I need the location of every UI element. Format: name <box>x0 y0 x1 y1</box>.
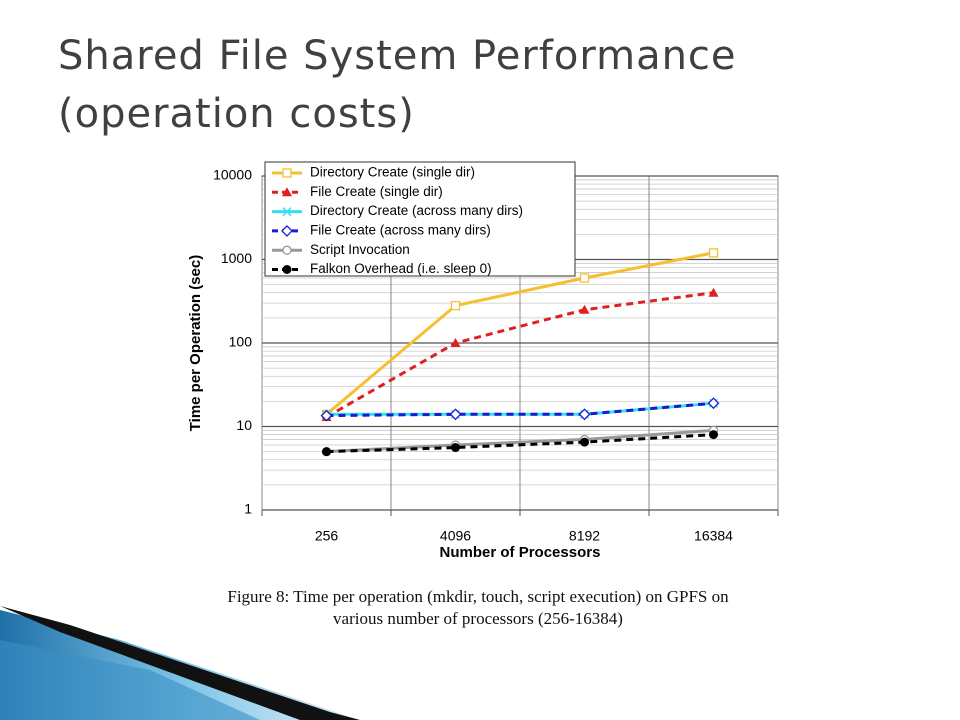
legend-label: Script Invocation <box>310 242 410 257</box>
legend-label: Directory Create (across many dirs) <box>310 203 523 218</box>
legend-box <box>264 161 576 277</box>
marker <box>708 248 719 258</box>
marker <box>709 430 718 440</box>
marker <box>579 273 590 283</box>
decor-swoosh-light <box>0 640 260 720</box>
marker <box>708 287 719 297</box>
series-line <box>326 401 714 418</box>
y-tick-label: 10 <box>236 417 252 433</box>
legend-label: File Create (across many dirs) <box>310 222 491 237</box>
marker <box>320 409 333 422</box>
legend-marker <box>282 265 292 274</box>
legend-marker <box>282 207 292 217</box>
series-line <box>325 291 714 419</box>
marker <box>451 443 460 453</box>
y-tick-label: 10000 <box>213 167 252 183</box>
series-line <box>325 251 714 416</box>
y-tick-label: 1000 <box>221 250 252 266</box>
x-tick-label: 8192 <box>569 528 600 544</box>
y-axis-label: Time per Operation (sec) <box>187 255 204 431</box>
legend-label: Falkon Overhead (i.e. sleep 0) <box>310 261 492 276</box>
marker <box>580 437 589 447</box>
marker <box>450 338 461 347</box>
legend-marker <box>282 187 292 197</box>
legend-label: File Create (single dir) <box>310 184 443 199</box>
legend-marker <box>282 245 292 255</box>
legend-label: Directory Create (single dir) <box>310 165 475 180</box>
slide-title: Shared File System Performance <box>58 33 737 79</box>
marker <box>707 397 720 410</box>
x-tick-label: 16384 <box>694 528 733 544</box>
legend-marker <box>282 168 292 178</box>
decor-swoosh-dark <box>0 606 360 720</box>
x-axis-label: Number of Processors <box>440 544 601 561</box>
marker <box>449 408 462 421</box>
marker <box>322 447 331 457</box>
series-line <box>326 433 714 454</box>
marker <box>579 304 590 314</box>
slide-title: (operation costs) <box>58 91 415 137</box>
y-tick-label: 100 <box>229 334 253 350</box>
y-tick-label: 1 <box>244 501 252 517</box>
x-tick-label: 4096 <box>440 528 471 544</box>
x-tick-label: 256 <box>315 528 339 544</box>
caption: Figure 8: Time per operation (mkdir, tou… <box>227 587 729 606</box>
caption: various number of processors (256-16384) <box>333 609 623 628</box>
legend-marker <box>281 224 293 237</box>
marker <box>578 408 591 421</box>
marker <box>450 301 461 311</box>
